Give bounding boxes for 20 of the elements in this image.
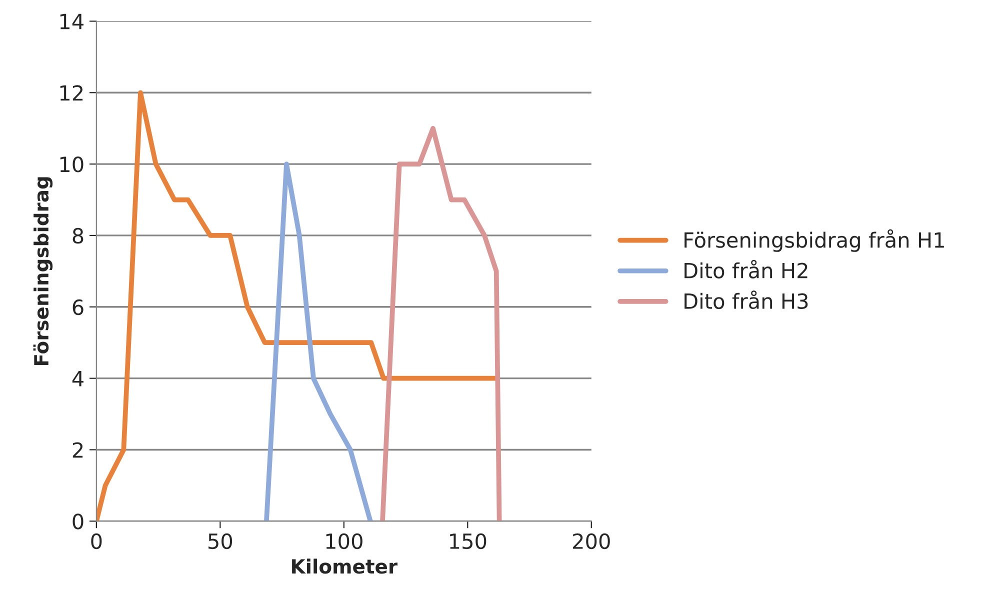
y-tick-label: 2: [72, 442, 83, 458]
legend-label: Dito från H3: [684, 290, 808, 310]
y-tick-label: 12: [60, 85, 83, 101]
legend-label: Förseningsbidrag från H1: [684, 229, 944, 252]
x-tick-label: 50: [208, 533, 232, 550]
x-tick-label: 200: [573, 533, 610, 550]
y-tick-label: 0: [72, 514, 84, 530]
y-tick-label: 10: [60, 156, 84, 172]
line-series: [264, 162, 373, 522]
line-series: [380, 126, 502, 522]
y-tick-label: 8: [72, 228, 84, 244]
y-tick-label: 6: [72, 299, 84, 316]
legend-label: Dito från H2: [684, 260, 808, 278]
y-axis-title: Förseningsbidrag: [33, 177, 53, 365]
y-tick-label: 14: [60, 14, 84, 30]
x-tick-label: 0: [91, 533, 102, 550]
x-axis-title: Kilometer: [292, 558, 398, 574]
x-tick-label: 150: [450, 533, 486, 550]
x-tick-label: 100: [326, 533, 362, 550]
y-tick-label: 4: [72, 371, 84, 386]
